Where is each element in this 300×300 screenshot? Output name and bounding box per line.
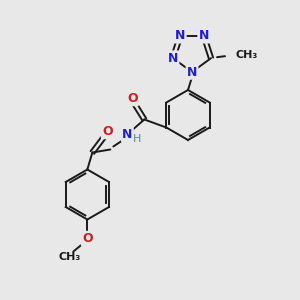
Text: CH₃: CH₃	[58, 251, 80, 262]
Text: N: N	[199, 29, 209, 42]
Text: CH₃: CH₃	[235, 50, 257, 60]
Text: O: O	[82, 232, 93, 245]
Text: O: O	[127, 92, 138, 105]
Text: N: N	[187, 65, 197, 79]
Text: N: N	[168, 52, 178, 65]
Text: N: N	[175, 29, 185, 42]
Text: O: O	[102, 125, 113, 138]
Text: H: H	[133, 134, 142, 143]
Text: N: N	[122, 128, 133, 141]
